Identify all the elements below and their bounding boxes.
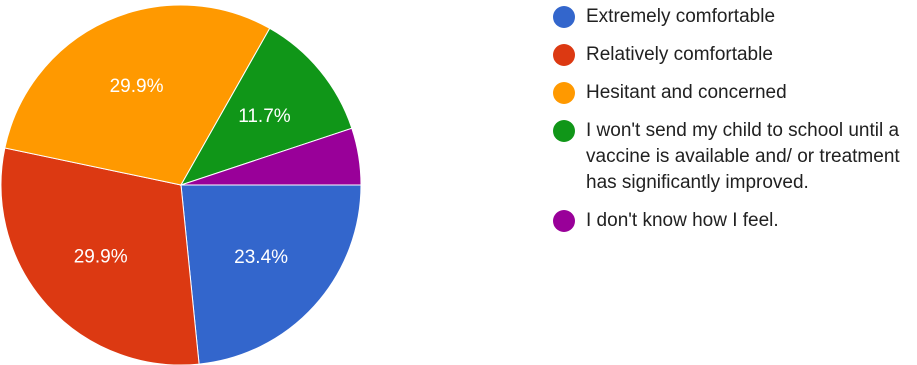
pie-slice-labels: 23.4% 29.9% 29.9% 11.7% bbox=[74, 76, 291, 268]
pie-slice-label-1: 29.9% bbox=[74, 247, 128, 268]
legend-label: Relatively comfortable bbox=[586, 44, 773, 65]
pie-slice-4[interactable] bbox=[180, 127, 362, 186]
legend-swatch bbox=[553, 210, 575, 232]
legend-label: Hesitant and concerned bbox=[586, 82, 787, 103]
pie-slice-label-2: 29.9% bbox=[110, 76, 164, 97]
legend-item-extremely-comfortable[interactable]: Extremely comfortable bbox=[553, 4, 917, 30]
legend-label: I won't send my child to school until a … bbox=[586, 120, 900, 193]
legend-item-relatively-comfortable[interactable]: Relatively comfortable bbox=[553, 42, 917, 68]
pie-slices bbox=[0, 4, 362, 365]
legend-swatch bbox=[553, 6, 575, 28]
legend-swatch bbox=[553, 44, 575, 66]
pie-slice-0[interactable] bbox=[180, 184, 362, 365]
legend-swatch bbox=[553, 82, 575, 104]
legend-label: I don't know how I feel. bbox=[586, 210, 779, 231]
legend-item-hesitant-and-concerned[interactable]: Hesitant and concerned bbox=[553, 80, 917, 106]
pie-slice-label-0: 23.4% bbox=[234, 247, 288, 268]
pie-slice-2[interactable] bbox=[4, 4, 271, 186]
pie-slice-1[interactable] bbox=[0, 147, 200, 365]
pie-slice-3[interactable] bbox=[179, 27, 353, 186]
legend-swatch bbox=[553, 120, 575, 142]
legend: Extremely comfortable Relatively comfort… bbox=[553, 4, 917, 246]
legend-label: Extremely comfortable bbox=[586, 6, 776, 27]
legend-item-dont-know[interactable]: I don't know how I feel. bbox=[553, 208, 917, 234]
legend-item-wont-send-child[interactable]: I won't send my child to school until a … bbox=[553, 118, 917, 196]
pie-slice-label-3: 11.7% bbox=[238, 106, 291, 127]
